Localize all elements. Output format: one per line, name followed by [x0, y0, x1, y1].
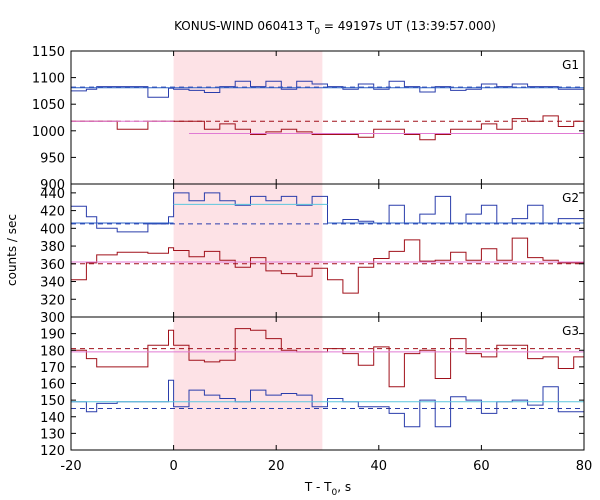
- x-axis-label: T - T0, s: [304, 480, 351, 498]
- series-blue-g1: [71, 80, 584, 98]
- panel-g1: 900 950 1000 1050 1100 1150 G1: [32, 45, 585, 193]
- x-tick-label: 20: [268, 459, 285, 474]
- x-axis-label-main: T - T: [304, 480, 332, 494]
- y-tick-label: 950: [40, 151, 65, 166]
- highlight-band: [173, 51, 323, 184]
- x-tick-label: 80: [576, 459, 593, 474]
- y-tick-label: 170: [40, 361, 65, 376]
- highlight-band: [173, 317, 323, 450]
- y-tick-label: 190: [40, 328, 65, 343]
- y-tick-label: 1000: [32, 125, 65, 140]
- x-tick-label: -20: [60, 459, 81, 474]
- panel-frame: [70, 50, 585, 185]
- x-tick-label: 40: [371, 459, 388, 474]
- y-tick-label: 180: [40, 344, 65, 359]
- y-tick-label: 340: [40, 276, 65, 291]
- y-tick-label: 320: [40, 293, 65, 308]
- series-blue-g3: [71, 379, 584, 428]
- y-tick-label: 130: [40, 427, 65, 442]
- y-tick-label: 1150: [32, 45, 65, 60]
- y-tick-label: 140: [40, 411, 65, 426]
- panel-frame: [70, 316, 585, 451]
- x-axis-label-subscript: 0: [332, 488, 338, 498]
- y-tick-label: 120: [40, 444, 65, 459]
- series-blue-g2: [71, 192, 584, 233]
- y-tick-label: 440: [40, 187, 65, 202]
- y-tick-label: 400: [40, 222, 65, 237]
- y-tick-label: 150: [40, 394, 65, 409]
- panel-label-g2: G2: [562, 191, 579, 205]
- y-tick-label: 160: [40, 378, 65, 393]
- series-red-g2: [71, 237, 584, 294]
- y-tick-label: 1100: [32, 72, 65, 87]
- chart-title-subscript: 0: [314, 27, 320, 37]
- chart-title-main: KONUS-WIND 060413 T: [174, 19, 315, 33]
- series-red-g3: [71, 328, 584, 388]
- y-tick-label: 360: [40, 258, 65, 273]
- y-tick-label: 420: [40, 205, 65, 220]
- y-tick-label: 1050: [32, 98, 65, 113]
- panel-label-g3: G3: [562, 324, 579, 338]
- x-axis-label-rest: , s: [337, 480, 351, 494]
- series-red-g1: [71, 115, 584, 141]
- y-axis-label: counts / sec: [5, 214, 19, 286]
- panel-label-g1: G1: [562, 58, 579, 72]
- chart-title-rest: = 49197s UT (13:39:57.000): [320, 19, 496, 33]
- panel-g2: 300 320 340 360 380 400 420 440 G2: [40, 183, 585, 326]
- y-tick-label: 380: [40, 240, 65, 255]
- chart-title: KONUS-WIND 060413 T0 = 49197s UT (13:39:…: [174, 19, 496, 37]
- y-tick-label: 300: [40, 311, 65, 326]
- plot-area: 900 950 1000 1050 1100 1150 G1 300 320 340 360 380 4…: [32, 45, 592, 474]
- y-tick-label: 900: [40, 178, 65, 193]
- x-tick-label: 60: [473, 459, 490, 474]
- x-tick-label: 0: [169, 459, 177, 474]
- highlight-band: [173, 184, 323, 317]
